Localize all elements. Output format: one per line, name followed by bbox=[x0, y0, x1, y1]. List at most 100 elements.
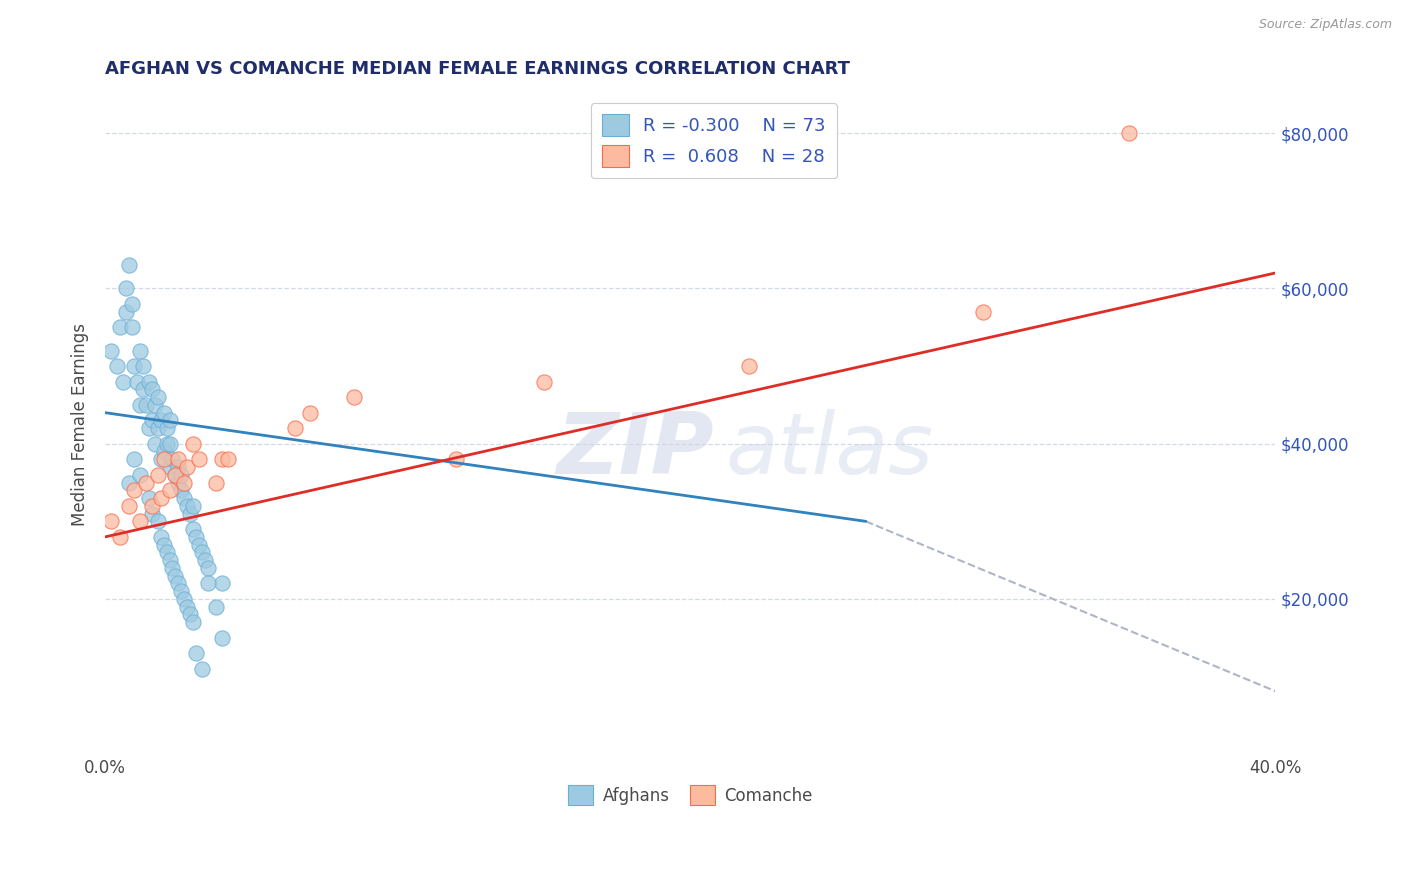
Point bbox=[205, 475, 228, 490]
Point bbox=[149, 530, 172, 544]
Point bbox=[138, 421, 160, 435]
Point bbox=[170, 483, 193, 498]
Point bbox=[162, 561, 184, 575]
Point bbox=[141, 507, 163, 521]
Point bbox=[972, 305, 994, 319]
Point bbox=[159, 436, 181, 450]
Point bbox=[121, 297, 143, 311]
Point bbox=[135, 398, 157, 412]
Point bbox=[343, 390, 366, 404]
Point bbox=[184, 530, 207, 544]
Point bbox=[149, 491, 172, 505]
Point bbox=[108, 530, 131, 544]
Point bbox=[141, 413, 163, 427]
Point bbox=[132, 359, 155, 373]
Point bbox=[100, 514, 122, 528]
Y-axis label: Median Female Earnings: Median Female Earnings bbox=[72, 323, 89, 525]
Point bbox=[152, 444, 174, 458]
Point bbox=[108, 320, 131, 334]
Point bbox=[179, 507, 201, 521]
Point bbox=[205, 599, 228, 614]
Point bbox=[184, 646, 207, 660]
Point bbox=[143, 398, 166, 412]
Text: Source: ZipAtlas.com: Source: ZipAtlas.com bbox=[1258, 18, 1392, 31]
Point bbox=[127, 375, 149, 389]
Point bbox=[152, 538, 174, 552]
Point bbox=[170, 467, 193, 482]
Point bbox=[211, 631, 233, 645]
Point bbox=[129, 514, 152, 528]
Point bbox=[165, 568, 187, 582]
Point bbox=[159, 460, 181, 475]
Point bbox=[117, 475, 139, 490]
Point bbox=[135, 475, 157, 490]
Point bbox=[190, 662, 212, 676]
Point bbox=[117, 499, 139, 513]
Point bbox=[129, 467, 152, 482]
Point bbox=[121, 320, 143, 334]
Point bbox=[159, 413, 181, 427]
Point bbox=[114, 281, 136, 295]
Point bbox=[187, 538, 209, 552]
Point bbox=[146, 390, 169, 404]
Point bbox=[179, 607, 201, 622]
Point bbox=[156, 436, 179, 450]
Point bbox=[156, 545, 179, 559]
Point bbox=[1118, 126, 1140, 140]
Point bbox=[146, 421, 169, 435]
Point bbox=[197, 576, 219, 591]
Point bbox=[176, 460, 198, 475]
Point bbox=[167, 460, 190, 475]
Point bbox=[181, 615, 204, 630]
Point bbox=[129, 398, 152, 412]
Point bbox=[159, 553, 181, 567]
Point bbox=[181, 522, 204, 536]
Point bbox=[298, 406, 321, 420]
Text: AFGHAN VS COMANCHE MEDIAN FEMALE EARNINGS CORRELATION CHART: AFGHAN VS COMANCHE MEDIAN FEMALE EARNING… bbox=[105, 60, 851, 78]
Point bbox=[100, 343, 122, 358]
Point bbox=[173, 475, 195, 490]
Point bbox=[152, 452, 174, 467]
Point bbox=[146, 467, 169, 482]
Point bbox=[114, 305, 136, 319]
Point bbox=[190, 545, 212, 559]
Text: atlas: atlas bbox=[725, 409, 934, 492]
Point bbox=[167, 475, 190, 490]
Point bbox=[117, 258, 139, 272]
Point bbox=[170, 584, 193, 599]
Point bbox=[152, 406, 174, 420]
Point bbox=[181, 436, 204, 450]
Point bbox=[105, 359, 128, 373]
Point bbox=[138, 491, 160, 505]
Point bbox=[124, 452, 146, 467]
Point bbox=[176, 599, 198, 614]
Point bbox=[143, 436, 166, 450]
Point bbox=[173, 491, 195, 505]
Point bbox=[141, 383, 163, 397]
Point bbox=[211, 452, 233, 467]
Point bbox=[217, 452, 239, 467]
Point bbox=[111, 375, 134, 389]
Point bbox=[187, 452, 209, 467]
Point bbox=[141, 499, 163, 513]
Point bbox=[176, 499, 198, 513]
Point bbox=[284, 421, 307, 435]
Text: ZIP: ZIP bbox=[555, 409, 714, 492]
Point bbox=[211, 576, 233, 591]
Point bbox=[165, 467, 187, 482]
Point bbox=[132, 383, 155, 397]
Point bbox=[138, 375, 160, 389]
Point bbox=[156, 421, 179, 435]
Point bbox=[124, 359, 146, 373]
Point bbox=[165, 467, 187, 482]
Point bbox=[197, 561, 219, 575]
Point bbox=[162, 452, 184, 467]
Point bbox=[167, 452, 190, 467]
Point bbox=[173, 591, 195, 606]
Point bbox=[149, 413, 172, 427]
Point bbox=[181, 499, 204, 513]
Point bbox=[167, 576, 190, 591]
Point bbox=[159, 483, 181, 498]
Point bbox=[149, 452, 172, 467]
Point bbox=[146, 514, 169, 528]
